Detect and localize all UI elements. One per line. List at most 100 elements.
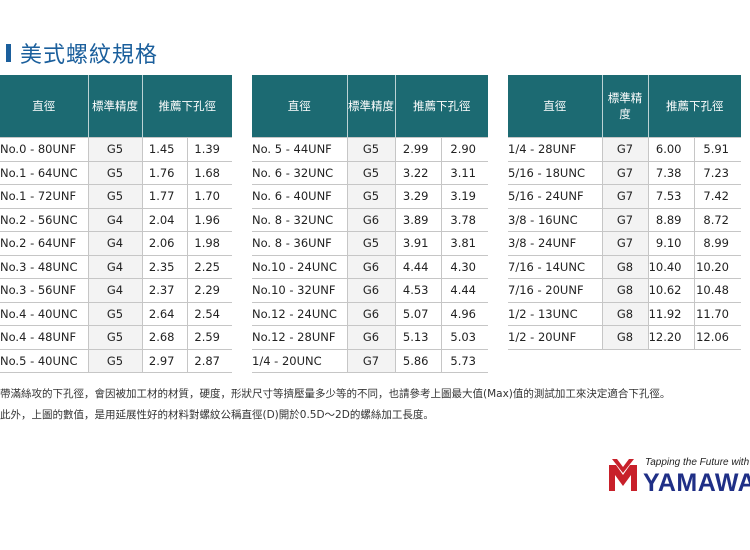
tolerance-class-cell: G8 xyxy=(602,325,649,350)
page-heading: 美式螺紋規格 xyxy=(6,38,158,68)
thread-size-cell: No. 8 - 32UNC xyxy=(252,208,348,232)
drill-min-cell: 4.44 xyxy=(395,255,442,279)
table-row: 1/4 - 20UNC G7 5.86 5.73 xyxy=(252,349,488,373)
drill-min-cell: 10.62 xyxy=(648,278,695,303)
drill-max-cell: 10.48 xyxy=(694,278,741,303)
notes: 帶滿絲攻的下孔徑，會因被加工材的材質，硬度，形狀尺寸等擠壓量多少等的不同，也請參… xyxy=(0,384,670,426)
header-class: 標準精度 xyxy=(88,75,143,138)
drill-min-cell: 12.20 xyxy=(648,325,695,350)
drill-min-cell: 7.38 xyxy=(648,161,695,185)
table-row: No. 6 - 32UNC G5 3.22 3.11 xyxy=(252,161,488,185)
drill-max-cell: 3.11 xyxy=(441,161,488,185)
title-accent-bar xyxy=(6,44,11,62)
table-row: 5/16 - 18UNC G7 7.38 7.23 xyxy=(508,161,741,185)
table-row: No. 8 - 32UNC G6 3.89 3.78 xyxy=(252,208,488,232)
drill-min-cell: 10.40 xyxy=(648,255,695,279)
thread-size-cell: 1/4 - 28UNF xyxy=(508,137,603,162)
logo-tagline: Tapping the Future with xyxy=(645,457,750,468)
header-size: 直徑 xyxy=(0,75,89,138)
drill-min-cell: 3.91 xyxy=(395,231,442,256)
drill-min-cell: 5.86 xyxy=(395,349,442,373)
thread-size-cell: No.5 - 40UNC xyxy=(0,349,89,373)
tolerance-class-cell: G7 xyxy=(602,231,649,256)
table-row: 3/8 - 16UNC G7 8.89 8.72 xyxy=(508,208,741,232)
thread-size-cell: 3/8 - 24UNF xyxy=(508,231,603,256)
drill-max-cell: 1.39 xyxy=(187,137,232,162)
drill-max-cell: 1.70 xyxy=(187,184,232,209)
tolerance-class-cell: G6 xyxy=(347,255,396,279)
drill-max-cell: 3.78 xyxy=(441,208,488,232)
header-drill: 推薦下孔徑 xyxy=(395,75,488,138)
table-row: No.1 - 64UNC G5 1.76 1.68 xyxy=(0,161,232,185)
thread-size-cell: No.2 - 56UNC xyxy=(0,208,89,232)
drill-max-cell: 11.70 xyxy=(694,302,741,326)
thread-size-cell: 7/16 - 20UNF xyxy=(508,278,603,303)
drill-min-cell: 5.07 xyxy=(395,302,442,326)
tolerance-class-cell: G5 xyxy=(347,137,396,162)
thread-table-2: 直徑 標準精度 推薦下孔徑 No. 5 - 44UNF G5 2.99 2.90 No.… xyxy=(252,75,488,373)
thread-size-cell: 5/16 - 18UNC xyxy=(508,161,603,185)
drill-max-cell: 8.99 xyxy=(694,231,741,256)
tolerance-class-cell: G4 xyxy=(88,278,143,303)
drill-max-cell: 5.03 xyxy=(441,325,488,350)
tolerance-class-cell: G5 xyxy=(88,325,143,350)
drill-min-cell: 2.68 xyxy=(142,325,188,350)
tolerance-class-cell: G8 xyxy=(602,302,649,326)
tolerance-class-cell: G5 xyxy=(347,231,396,256)
thread-size-cell: No.1 - 72UNF xyxy=(0,184,89,209)
tolerance-class-cell: G6 xyxy=(347,278,396,303)
table-row: No.3 - 56UNF G4 2.37 2.29 xyxy=(0,278,232,303)
drill-min-cell: 3.22 xyxy=(395,161,442,185)
tolerance-class-cell: G7 xyxy=(602,137,649,162)
header-drill: 推薦下孔徑 xyxy=(142,75,232,138)
tolerance-class-cell: G6 xyxy=(347,325,396,350)
tolerance-class-cell: G5 xyxy=(88,184,143,209)
thread-size-cell: No. 8 - 36UNF xyxy=(252,231,348,256)
table-row: No.1 - 72UNF G5 1.77 1.70 xyxy=(0,184,232,209)
drill-min-cell: 6.00 xyxy=(648,137,695,162)
drill-min-cell: 2.64 xyxy=(142,302,188,326)
table-row: 7/16 - 14UNC G8 10.40 10.20 xyxy=(508,255,741,279)
thread-size-cell: No. 5 - 44UNF xyxy=(252,137,348,162)
drill-max-cell: 2.59 xyxy=(187,325,232,350)
table-row: No.3 - 48UNC G4 2.35 2.25 xyxy=(0,255,232,279)
drill-max-cell: 10.20 xyxy=(694,255,741,279)
drill-min-cell: 2.99 xyxy=(395,137,442,162)
table-row: 1/2 - 20UNF G8 12.20 12.06 xyxy=(508,325,741,350)
drill-max-cell: 2.25 xyxy=(187,255,232,279)
tolerance-class-cell: G5 xyxy=(88,161,143,185)
tolerance-class-cell: G7 xyxy=(602,161,649,185)
drill-max-cell: 2.90 xyxy=(441,137,488,162)
table-row: No.10 - 32UNF G6 4.53 4.44 xyxy=(252,278,488,303)
drill-max-cell: 1.98 xyxy=(187,231,232,256)
thread-size-cell: No. 6 - 40UNF xyxy=(252,184,348,209)
thread-size-cell: No.0 - 80UNF xyxy=(0,137,89,162)
drill-min-cell: 2.37 xyxy=(142,278,188,303)
drill-min-cell: 3.89 xyxy=(395,208,442,232)
drill-max-cell: 2.87 xyxy=(187,349,232,373)
table-row: No. 6 - 40UNF G5 3.29 3.19 xyxy=(252,184,488,209)
thread-size-cell: No.12 - 28UNF xyxy=(252,325,348,350)
drill-min-cell: 9.10 xyxy=(648,231,695,256)
header-class: 標準精度 xyxy=(347,75,396,138)
table-row: No. 8 - 36UNF G5 3.91 3.81 xyxy=(252,231,488,256)
drill-max-cell: 12.06 xyxy=(694,325,741,350)
thread-size-cell: No. 6 - 32UNC xyxy=(252,161,348,185)
note-line: 此外，上圖的數值，是用延展性好的材料對螺紋公稱直徑(D)開於0.5D～2D的螺絲… xyxy=(0,409,434,421)
logo-name: YAMAWA xyxy=(643,469,750,497)
thread-table-1: 直徑 標準精度 推薦下孔徑 No.0 - 80UNF G5 1.45 1.39 No.1… xyxy=(0,75,232,373)
drill-max-cell: 5.73 xyxy=(441,349,488,373)
drill-min-cell: 1.77 xyxy=(142,184,188,209)
table-row: 3/8 - 24UNF G7 9.10 8.99 xyxy=(508,231,741,256)
tolerance-class-cell: G7 xyxy=(602,208,649,232)
drill-max-cell: 4.30 xyxy=(441,255,488,279)
tolerance-class-cell: G4 xyxy=(88,255,143,279)
thread-size-cell: 7/16 - 14UNC xyxy=(508,255,603,279)
thread-size-cell: No.3 - 56UNF xyxy=(0,278,89,303)
tolerance-class-cell: G5 xyxy=(88,137,143,162)
thread-size-cell: No.12 - 24UNC xyxy=(252,302,348,326)
tolerance-class-cell: G8 xyxy=(602,278,649,303)
thread-size-cell: 1/2 - 13UNC xyxy=(508,302,603,326)
thread-size-cell: No.1 - 64UNC xyxy=(0,161,89,185)
thread-size-cell: No.2 - 64UNF xyxy=(0,231,89,256)
